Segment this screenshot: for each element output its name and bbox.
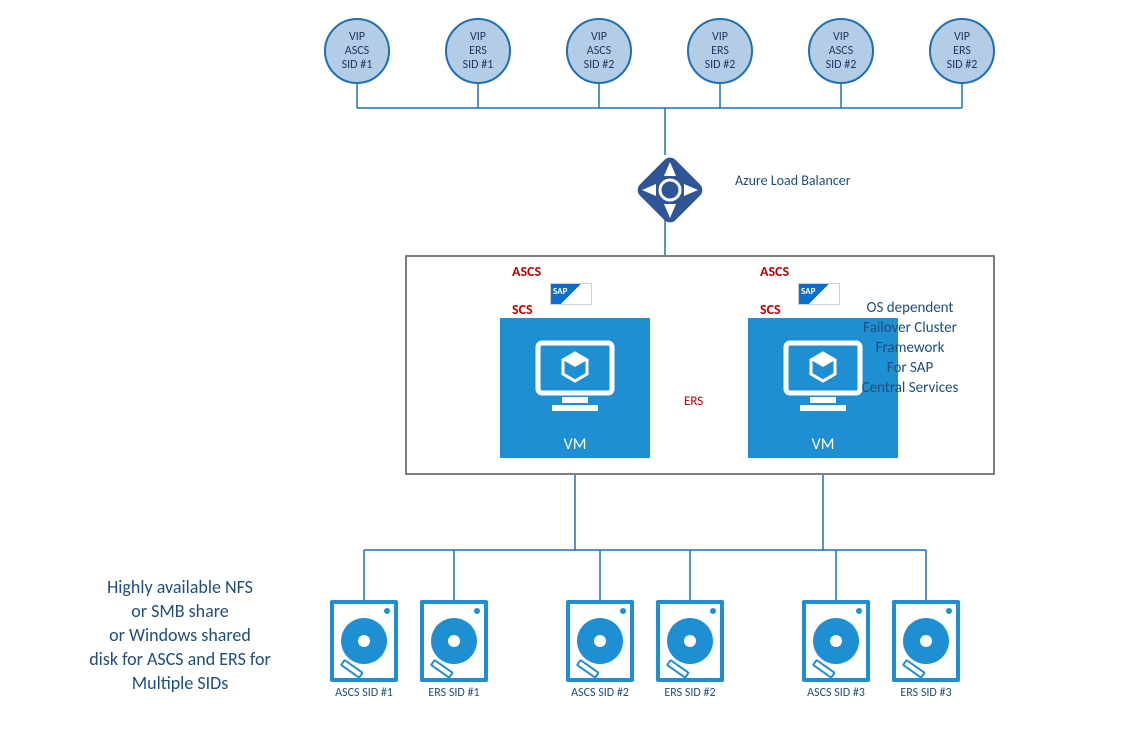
storage-description-text: Highly available NFSor SMB shareor Windo… [50,575,310,695]
vip-node-label: VIP ERS SID #1 [463,30,494,72]
disk-icon [330,600,398,682]
vip-node-label: VIP ASCS SID #2 [584,30,615,72]
ers-replication-label: ERS [682,394,705,409]
ascs-label: ASCS [512,263,541,280]
storage-line: or Windows shared [50,623,310,647]
framework-line: Central Services [830,378,990,398]
vip-node-label: VIP ERS SID #2 [947,30,978,72]
vip-node: VIP ASCS SID #2 [566,18,632,84]
disk-icon [566,600,634,682]
scs-label: SCS [760,301,781,318]
disk-icon [802,600,870,682]
vm-node: VM [500,318,650,458]
disk-icon [892,600,960,682]
disk-caption: ERS SID #1 [409,686,499,700]
vm-caption: VM [812,435,835,454]
framework-line: Framework [830,338,990,358]
framework-line: OS dependent [830,298,990,318]
framework-line: For SAP [830,358,990,378]
disk-icon [656,600,724,682]
disk-caption: ASCS SID #2 [555,686,645,700]
vip-node: VIP ERS SID #2 [929,18,995,84]
vip-node: VIP ERS SID #1 [445,18,511,84]
storage-line: Highly available NFS [50,575,310,599]
vip-node-label: VIP ERS SID #2 [705,30,736,72]
storage-line: Multiple SIDs [50,671,310,695]
vip-node-label: VIP ASCS SID #1 [342,30,373,72]
disk-caption: ERS SID #2 [645,686,735,700]
ascs-label: ASCS [760,263,789,280]
storage-line: disk for ASCS and ERS for [50,647,310,671]
disk-icon [420,600,488,682]
disk-caption: ASCS SID #1 [319,686,409,700]
disk-caption: ASCS SID #3 [791,686,881,700]
disk-caption: ERS SID #3 [881,686,971,700]
vm-monitor-icon [500,318,650,435]
framework-line: Failover Cluster [830,318,990,338]
vip-node: VIP ERS SID #2 [687,18,753,84]
load-balancer-label: Azure Load Balancer [735,172,851,189]
vip-node: VIP ASCS SID #2 [808,18,874,84]
sap-logo-icon: SAP [550,283,592,305]
vip-node-label: VIP ASCS SID #2 [826,30,857,72]
cluster-framework-text: OS dependentFailover ClusterFrameworkFor… [830,298,990,398]
vm-caption: VM [564,435,587,454]
scs-label: SCS [512,301,533,318]
storage-line: or SMB share [50,599,310,623]
vip-node: VIP ASCS SID #1 [324,18,390,84]
diagram-canvas: VIP ASCS SID #1 VIP ERS SID #1 VIP ASCS SI… [0,0,1133,730]
